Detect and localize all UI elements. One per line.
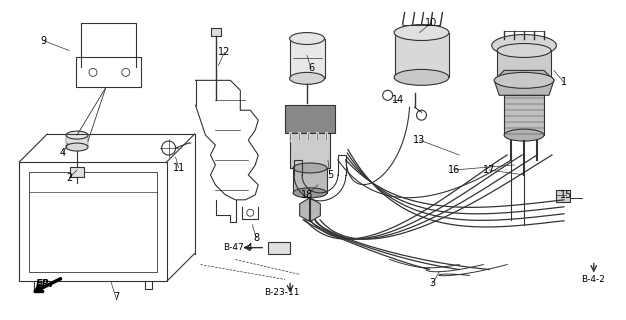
Bar bbox=[394, 33, 449, 77]
Text: 2: 2 bbox=[66, 173, 72, 183]
Text: B-47-4: B-47-4 bbox=[223, 243, 253, 252]
Ellipse shape bbox=[66, 143, 88, 151]
Text: 3: 3 bbox=[429, 278, 436, 288]
Text: 13: 13 bbox=[413, 135, 426, 145]
Bar bbox=[504, 95, 544, 135]
Bar bbox=[290, 38, 325, 78]
Text: B-23-11: B-23-11 bbox=[264, 288, 300, 297]
Text: 12: 12 bbox=[218, 47, 230, 58]
Ellipse shape bbox=[504, 129, 544, 141]
Bar bbox=[293, 168, 327, 193]
Bar bbox=[497, 51, 551, 80]
Text: 7: 7 bbox=[113, 292, 119, 302]
Ellipse shape bbox=[497, 44, 551, 58]
Text: 11: 11 bbox=[172, 163, 185, 173]
Ellipse shape bbox=[394, 25, 449, 41]
Bar bbox=[19, 162, 167, 282]
Ellipse shape bbox=[293, 188, 327, 198]
Text: 9: 9 bbox=[40, 36, 46, 45]
Text: 1: 1 bbox=[561, 77, 567, 87]
Ellipse shape bbox=[290, 72, 324, 84]
Text: 16: 16 bbox=[448, 165, 461, 175]
Bar bbox=[285, 105, 335, 133]
Polygon shape bbox=[494, 70, 554, 95]
Text: 15: 15 bbox=[560, 190, 572, 200]
Text: 5: 5 bbox=[327, 170, 333, 180]
Bar bbox=[66, 135, 88, 147]
Bar bbox=[556, 190, 570, 202]
Ellipse shape bbox=[394, 69, 449, 85]
Text: 18: 18 bbox=[301, 190, 313, 200]
Ellipse shape bbox=[491, 35, 557, 56]
Text: 4: 4 bbox=[60, 148, 66, 158]
Text: 14: 14 bbox=[391, 95, 404, 105]
Bar bbox=[70, 167, 84, 177]
Text: 6: 6 bbox=[308, 63, 314, 73]
Text: FR.: FR. bbox=[36, 279, 54, 290]
Ellipse shape bbox=[494, 72, 554, 88]
Text: 17: 17 bbox=[483, 165, 495, 175]
Text: 8: 8 bbox=[253, 233, 259, 243]
Bar bbox=[290, 133, 330, 168]
Bar bbox=[268, 242, 290, 253]
Bar bbox=[212, 28, 222, 36]
Bar bbox=[76, 58, 141, 87]
Ellipse shape bbox=[66, 131, 88, 139]
Text: B-4-2: B-4-2 bbox=[581, 275, 605, 284]
Bar bbox=[29, 172, 156, 271]
Ellipse shape bbox=[290, 33, 324, 44]
Ellipse shape bbox=[293, 163, 327, 173]
Text: 10: 10 bbox=[425, 18, 438, 28]
